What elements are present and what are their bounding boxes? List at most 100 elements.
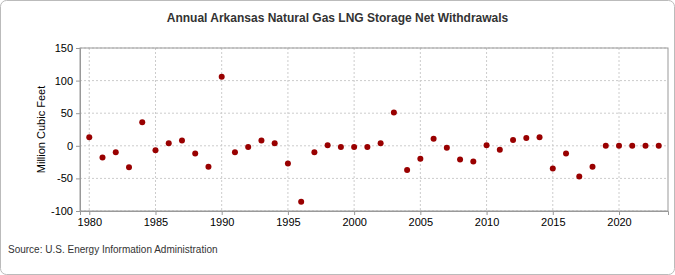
point (351, 144, 357, 150)
tick: 1980 (78, 211, 102, 228)
point (325, 142, 331, 148)
point (311, 149, 317, 155)
point (126, 164, 132, 170)
tick: 2005 (409, 211, 433, 228)
tick-label: 0 (67, 140, 73, 152)
point (179, 138, 185, 144)
tick-label: 2000 (342, 216, 366, 228)
grid-line (619, 48, 620, 211)
y-axis: -100 -50 0 50 100 150 (51, 42, 81, 217)
tick-label: 2010 (475, 216, 499, 228)
tick-label: 100 (55, 75, 73, 87)
point (563, 151, 569, 157)
tick: -100 (51, 205, 80, 217)
tick-mark (553, 211, 554, 215)
points (86, 74, 661, 205)
grid-line (287, 48, 288, 211)
point (417, 156, 423, 162)
plot: 1980 1985 1990 1995 2000 2005 2010 2015 2020 -100… (51, 42, 669, 228)
tick-mark (76, 48, 80, 49)
grid (80, 48, 668, 211)
point (166, 140, 172, 146)
tick-label: 2020 (607, 216, 631, 228)
axis-line (76, 49, 81, 212)
tick-label: 150 (55, 42, 73, 54)
tick-mark (487, 211, 488, 215)
tick-mark (420, 211, 421, 215)
point (523, 135, 529, 141)
tick: 1990 (210, 211, 234, 228)
tick-mark (288, 211, 289, 215)
point (404, 167, 410, 173)
point (642, 143, 648, 149)
tick: 1985 (144, 211, 168, 228)
point (378, 140, 384, 146)
point (245, 144, 251, 150)
grid-line (80, 80, 668, 81)
tick: 100 (55, 75, 80, 87)
tick-mark (354, 211, 355, 215)
point (470, 158, 476, 164)
tick-mark (76, 178, 80, 179)
tick: 1995 (276, 211, 300, 228)
point (391, 110, 397, 116)
point (205, 164, 211, 170)
title: Annual Arkansas Natural Gas LNG Storage … (167, 11, 509, 25)
tick-mark (76, 211, 80, 212)
grid-line (155, 48, 156, 211)
point (285, 160, 291, 166)
point (232, 149, 238, 155)
tick-mark (222, 211, 223, 215)
tick-mark (76, 81, 80, 82)
background (1, 1, 675, 275)
tick-label: 2015 (541, 216, 565, 228)
point (576, 173, 582, 179)
grid-line (552, 48, 553, 211)
tick-mark (155, 211, 156, 215)
tick-label: 50 (61, 107, 73, 119)
point (444, 145, 450, 151)
point (113, 149, 119, 155)
x-axis: 1980 1985 1990 1995 2000 2005 2010 2015 2020 (78, 211, 669, 228)
chart: 1980 1985 1990 1995 2000 2005 2010 2015 2020 -100… (0, 0, 675, 275)
y-axis-title: Million Cubic Feet (35, 86, 47, 173)
point (139, 119, 145, 125)
tick-label: 1995 (276, 216, 300, 228)
point (298, 199, 304, 205)
tick-label: 2005 (409, 216, 433, 228)
tick: 150 (55, 42, 80, 54)
plot-frame (80, 48, 668, 211)
grid-line (221, 48, 222, 211)
tick: 2000 (342, 211, 366, 228)
tick-label: 1980 (78, 216, 102, 228)
tick: 2015 (541, 211, 565, 228)
tick: 2020 (607, 211, 631, 228)
source: Source: U.S. Energy Information Administ… (8, 244, 218, 255)
point (152, 147, 158, 153)
point (258, 138, 264, 144)
point (590, 164, 596, 170)
point (272, 140, 278, 146)
tick: 0 (67, 140, 80, 152)
tick-label: -100 (51, 205, 73, 217)
point (219, 74, 225, 80)
tick: 2010 (475, 211, 499, 228)
plot-area (80, 48, 668, 211)
point (457, 156, 463, 162)
tick-mark (76, 146, 80, 147)
tick: -50 (57, 172, 80, 184)
point (550, 166, 556, 172)
point (338, 144, 344, 150)
axis-line (81, 212, 669, 216)
point (537, 134, 543, 140)
point (510, 137, 516, 143)
point (484, 142, 490, 148)
tick-label: -50 (57, 172, 73, 184)
point (192, 151, 198, 157)
tick-mark (619, 211, 620, 215)
point (364, 144, 370, 150)
point (656, 143, 662, 149)
grid-line (420, 48, 421, 211)
point (497, 147, 503, 153)
tick-label: 1990 (210, 216, 234, 228)
